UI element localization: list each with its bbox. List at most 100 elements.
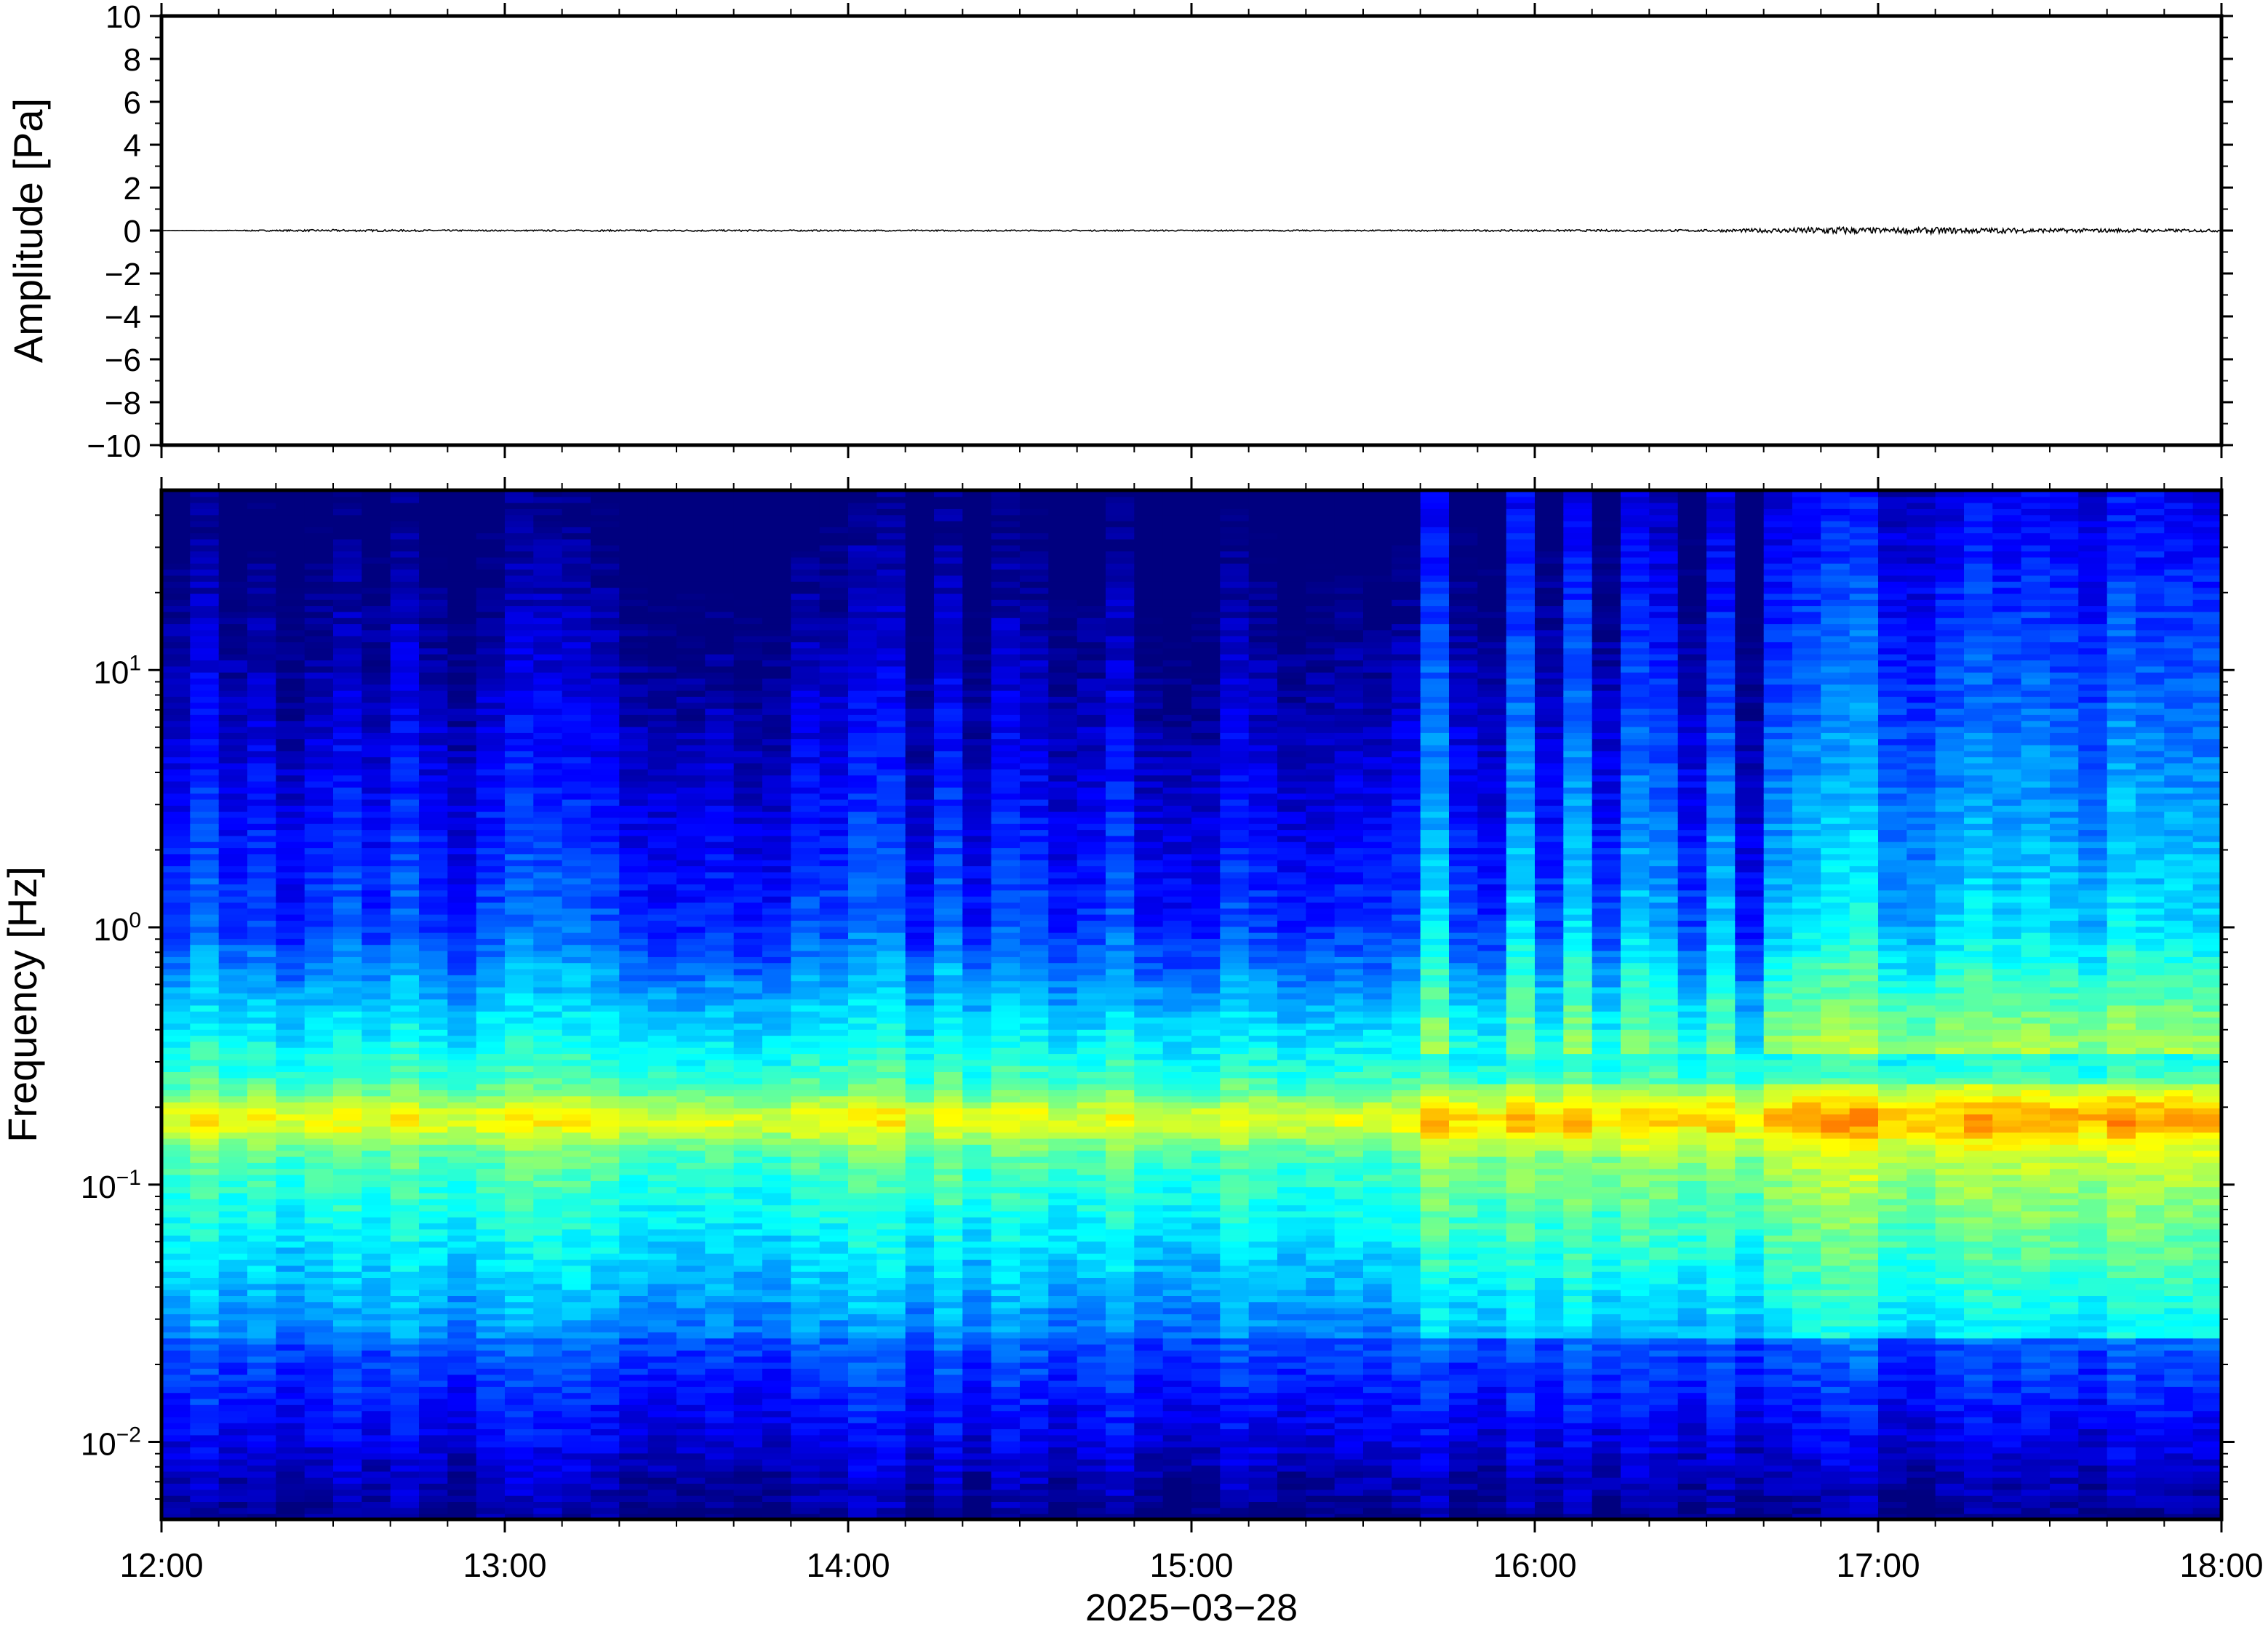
spectrogram-cell (333, 593, 362, 600)
spectrogram-cell (877, 745, 906, 751)
spectrogram-cell (476, 1501, 506, 1508)
spectrogram-cell (619, 1132, 648, 1138)
spectrogram-cell (247, 1290, 276, 1296)
spectrogram-cell (562, 539, 591, 545)
spectrogram-cell (305, 1156, 334, 1163)
spectrogram-cell (305, 829, 334, 836)
spectrogram-cell (447, 532, 476, 539)
spectrogram-cell (705, 623, 734, 630)
spectrogram-cell (333, 1308, 362, 1314)
spectrogram-cell (705, 551, 734, 557)
spectrogram-cell (333, 690, 362, 697)
spectrogram-cell (219, 951, 248, 957)
spectrogram-cell (791, 551, 820, 557)
spectrogram-cell (705, 641, 734, 648)
spectrogram-cell (705, 1029, 734, 1036)
spectrogram-cell (190, 1235, 219, 1242)
spectrogram-cell (333, 1204, 362, 1211)
spectrogram-cell (333, 999, 362, 1005)
spectrogram-cell (906, 557, 935, 564)
spectrogram-cell (676, 1199, 706, 1205)
spectrogram-cell (848, 1175, 877, 1181)
spectrogram-cell (219, 1290, 248, 1296)
spectrogram-cell (391, 1180, 420, 1187)
spectrogram-cell (619, 1319, 648, 1326)
spectrogram-cell (276, 1265, 305, 1271)
spectrogram-cell (705, 508, 734, 515)
spectrogram-cell (533, 896, 562, 903)
spectrogram-cell (877, 1120, 906, 1127)
spectrogram-cell (591, 993, 620, 999)
spectrogram-cell (305, 993, 334, 999)
spectrogram-cell (762, 805, 791, 812)
spectrogram-cell (419, 860, 448, 866)
spectrogram-cell (419, 1441, 448, 1447)
spectrogram-cell (762, 1011, 791, 1018)
spectrogram-cell (305, 1108, 334, 1114)
spectrogram-cell (705, 636, 734, 642)
spectrogram-cell (476, 1150, 506, 1156)
spectrogram-cell (247, 902, 276, 908)
spectrogram-cell (219, 672, 248, 679)
spectrogram-cell (791, 1156, 820, 1163)
spectrogram-cell (190, 1417, 219, 1423)
spectrogram-cell (562, 1077, 591, 1084)
spectrogram-cell (648, 1114, 677, 1120)
spectrogram-cell (219, 956, 248, 963)
spectrogram-cell (276, 727, 305, 733)
spectrogram-cell (533, 866, 562, 872)
spectrogram-cell (591, 623, 620, 630)
spectrogram-cell (305, 1059, 334, 1066)
spectrogram-cell (619, 799, 648, 806)
spectrogram-cell (877, 1204, 906, 1211)
spectrogram-cell (734, 1471, 763, 1477)
spectrogram-cell (276, 1029, 305, 1036)
spectrogram-cell (676, 944, 706, 951)
spectrogram-cell (648, 599, 677, 606)
spectrogram-cell (762, 751, 791, 757)
spectrogram-cell (619, 508, 648, 515)
spectrogram-cell (762, 902, 791, 908)
spectrogram-cell (161, 926, 191, 932)
spectrogram-cell (906, 1253, 935, 1260)
spectrogram-cell (648, 1344, 677, 1351)
spectrogram-cell (362, 842, 391, 848)
spectrogram-cell (447, 727, 476, 733)
spectrogram-cell (906, 763, 935, 769)
spectrogram-cell (362, 775, 391, 781)
spectrogram-cell (619, 1217, 648, 1223)
spectrogram-cell (906, 605, 935, 612)
spectrogram-cell (705, 1386, 734, 1393)
spectrogram-cell (705, 1041, 734, 1047)
spectrogram-cell (562, 745, 591, 751)
spectrogram-cell (333, 545, 362, 551)
spectrogram-cell (305, 1168, 334, 1175)
spectrogram-cell (648, 732, 677, 739)
spectrogram-cell (190, 811, 219, 818)
spectrogram-cell (906, 545, 935, 551)
spectrogram-cell (219, 781, 248, 788)
spectrogram-cell (906, 823, 935, 830)
spectrogram-cell (820, 1229, 849, 1236)
spectrogram-cell (362, 811, 391, 818)
spectrogram-cell (705, 557, 734, 564)
spectrogram-cell (962, 951, 991, 957)
spectrogram-cell (505, 605, 534, 612)
spectrogram-cell (619, 1399, 648, 1405)
spectrogram-cell (533, 1471, 562, 1477)
spectrogram-cell (476, 1029, 506, 1036)
spectrogram-cell (705, 1241, 734, 1247)
spectrogram-cell (419, 612, 448, 618)
spectrogram-cell (247, 823, 276, 830)
spectrogram-cell (762, 714, 791, 721)
spectrogram-cell (305, 787, 334, 793)
spectrogram-cell (848, 1441, 877, 1447)
spectrogram-cell (505, 1077, 534, 1084)
spectrogram-cell (391, 665, 420, 672)
spectrogram-cell (476, 1477, 506, 1484)
spectrogram-cell (820, 1253, 849, 1260)
spectrogram-cell (447, 1035, 476, 1042)
spectrogram-cell (934, 1428, 963, 1435)
spectrogram-cell (476, 980, 506, 987)
spectrogram-cell (906, 1441, 935, 1447)
